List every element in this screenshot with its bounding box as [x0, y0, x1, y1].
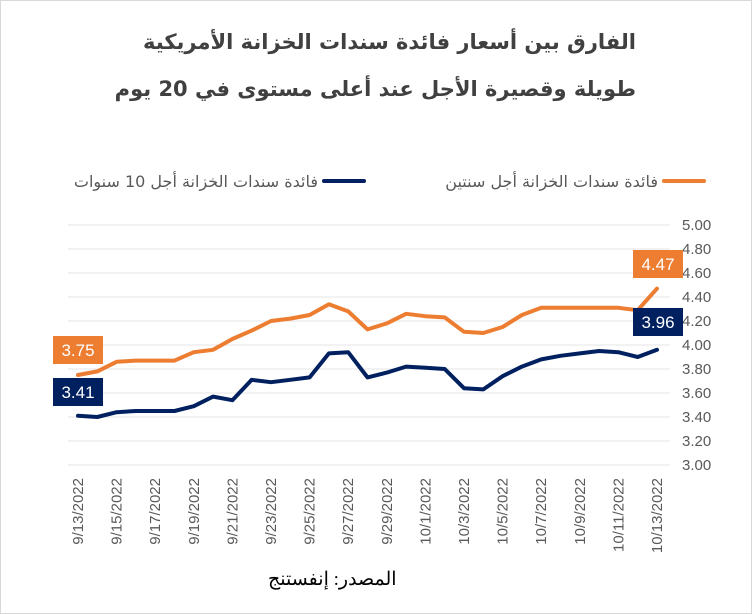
y-tick-label: 4.80	[682, 241, 711, 258]
data-label-ten-year-start-box	[53, 378, 103, 406]
x-tick-label: 9/15/2022	[109, 478, 126, 545]
y-tick-label: 4.20	[682, 313, 711, 330]
y-tick-label: 5.00	[682, 217, 711, 234]
data-label-ten-year-start: 3.41	[61, 383, 94, 402]
x-tick-label: 9/23/2022	[263, 478, 280, 545]
series-line-two-year	[76, 286, 659, 377]
data-label-ten-year-end: 3.96	[641, 313, 674, 332]
y-tick-label: 3.00	[682, 457, 711, 474]
x-tick-label: 10/11/2022	[610, 478, 627, 552]
legend-item-ten-year: فائدة سندات الخزانة أجل 10 سنوات	[74, 170, 366, 192]
x-tick-label: 10/7/2022	[533, 478, 550, 545]
x-tick-label: 10/1/2022	[417, 478, 434, 545]
data-label-two-year-start: 3.75	[61, 341, 94, 360]
legend-label-ten-year: فائدة سندات الخزانة أجل 10 سنوات	[73, 171, 318, 191]
legend-swatch-ten-year	[322, 179, 366, 183]
legend-item-two-year: فائدة سندات الخزانة أجل سنتين	[445, 170, 706, 192]
data-label-two-year-end-box	[633, 250, 683, 278]
series-line-ten-year	[76, 347, 659, 419]
x-tick-label: 10/9/2022	[572, 478, 589, 545]
y-tick-label: 4.60	[682, 265, 711, 282]
legend-swatch-two-year	[662, 179, 706, 183]
data-label-two-year-start-box	[53, 336, 103, 364]
y-tick-label: 3.40	[682, 409, 711, 426]
y-tick-label: 3.80	[682, 361, 711, 378]
data-label-ten-year-end-box	[633, 308, 683, 336]
x-tick-label: 9/27/2022	[340, 478, 357, 545]
x-tick-label: 10/13/2022	[649, 478, 666, 553]
y-tick-label: 3.60	[682, 385, 711, 402]
legend-label-two-year: فائدة سندات الخزانة أجل سنتين	[445, 171, 658, 191]
chart-title-line-1: الفارق بين أسعار فائدة سندات الخزانة الأ…	[143, 30, 636, 54]
x-tick-label: 9/21/2022	[224, 478, 241, 545]
x-tick-label: 9/19/2022	[186, 478, 203, 545]
x-tick-label: 10/3/2022	[456, 478, 473, 545]
x-tick-label: 9/25/2022	[302, 478, 319, 545]
y-tick-label: 4.00	[682, 337, 711, 354]
y-tick-label: 3.20	[682, 433, 711, 450]
x-tick-label: 9/17/2022	[147, 478, 164, 545]
y-tick-label: 4.40	[682, 289, 711, 306]
chart-title-line-2: طويلة وقصيرة الأجل عند أعلى مستوى في 20 …	[114, 77, 636, 101]
x-tick-label: 9/13/2022	[70, 478, 87, 545]
source-note: المصدر: إنفستنج	[268, 569, 397, 590]
x-tick-label: 9/29/2022	[379, 478, 396, 545]
x-tick-label: 10/5/2022	[495, 478, 512, 545]
data-label-two-year-end: 4.47	[641, 255, 674, 274]
